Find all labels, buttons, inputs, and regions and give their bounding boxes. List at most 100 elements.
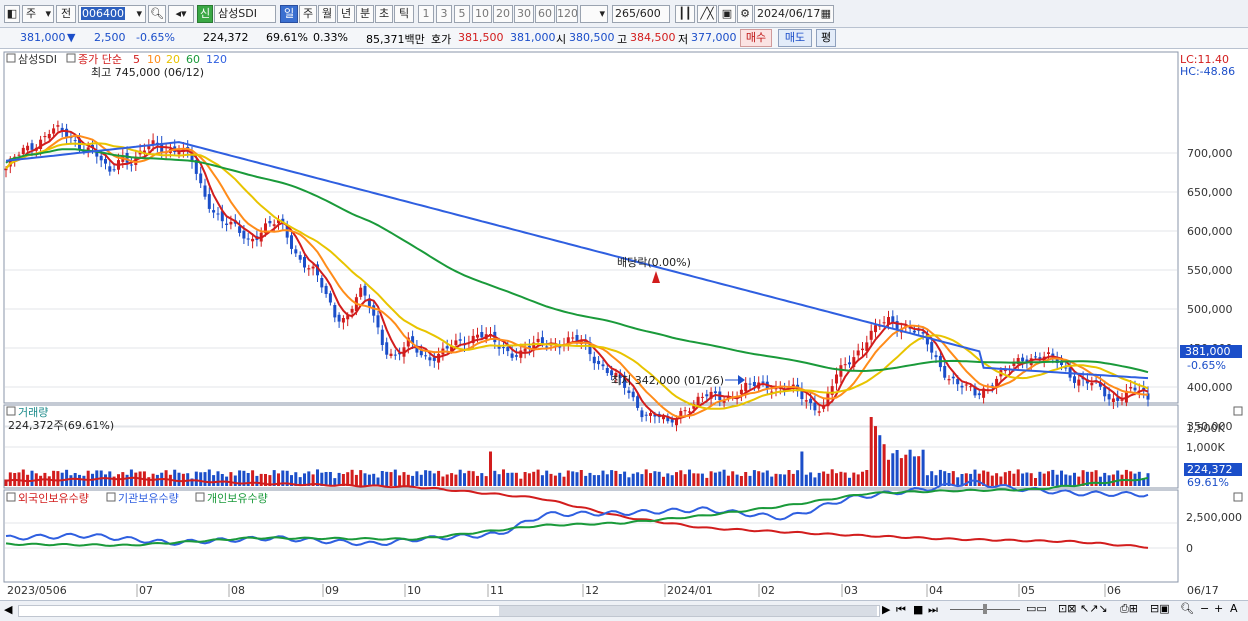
panel-menu-icon[interactable] [6,53,16,63]
volume-bar [540,475,544,486]
interval-3[interactable]: 3 [436,5,452,23]
candle-body [1116,397,1120,401]
candle-body [129,164,133,166]
period-week[interactable]: 주 [299,5,317,23]
trend-tools-icon[interactable]: ↖↗↘ [1080,602,1108,615]
candle-body [618,373,622,378]
chart-area[interactable]: 삼성SDI 종가 단순 5 10 20 60 120 LC:11.40 HC:-… [0,49,1248,600]
candle-body [748,383,752,385]
volume-bar [571,471,575,486]
period-second[interactable]: 초 [375,5,393,23]
volume-bar [956,477,960,486]
volume-ytick-1000k: 1,000K [1186,441,1225,454]
ma-prefix-label: 종가 단순 [78,53,122,66]
indiv-menu-icon[interactable] [195,492,205,502]
volume-bar [748,475,752,486]
zoom-slider-handle[interactable] [983,604,987,614]
candle-body [290,235,293,249]
volume-bar [177,472,181,486]
candle-body [977,393,981,396]
volume-panel-menu-icon[interactable] [6,406,16,416]
low-annotation: 최저 342,000 (01/26) [611,374,724,387]
period-minute[interactable]: 분 [356,5,374,23]
font-size-icon[interactable]: A [1230,602,1238,615]
volume-bar [363,473,367,486]
volume-bar [584,475,588,486]
zoom-icon[interactable]: 🔍︎ [1180,602,1194,615]
candle-body [627,390,631,393]
volume-bar [259,473,263,486]
gear-icon[interactable]: ⚙ [737,5,753,23]
volume-bar [238,470,242,486]
rewind-icon[interactable]: ⏮ [896,603,906,616]
holdings-panel-menu-icon[interactable] [6,492,16,502]
period-tick[interactable]: 틱 [394,5,414,23]
speaker-icon[interactable]: ◂▾ [168,5,194,23]
interval-120[interactable]: 120 [556,5,578,23]
fast-forward-icon[interactable]: ⏭ [928,603,938,616]
candle-body [1133,387,1137,391]
volume-bar [705,477,709,486]
window-menu-icon[interactable]: ◧ [4,5,20,23]
zoom-out-icon[interactable]: − [1200,602,1210,615]
inst-menu-icon[interactable] [106,492,116,502]
interval-5[interactable]: 5 [454,5,470,23]
period-day[interactable]: 일 [280,5,298,23]
date-field[interactable]: 2024/06/17 ▦ [754,5,834,23]
holdings-panel-close-icon[interactable] [1233,492,1243,502]
scroll-left-icon[interactable]: ◀ [4,603,13,616]
export-icon[interactable]: ⊟▣ [1150,602,1170,615]
scrollbar-track[interactable] [18,605,880,617]
volume-bar [977,473,981,486]
volume-bar [696,473,700,486]
sell-button[interactable]: 매도 [778,29,812,47]
search-icon[interactable]: 🔍︎ [148,5,166,23]
volume-bar [713,472,717,486]
interval-10[interactable]: 10 [472,5,492,23]
candle-body [951,376,955,379]
candle-body [527,345,531,349]
interval-30[interactable]: 30 [514,5,534,23]
scrollbar-thumb[interactable] [499,606,877,616]
evaluate-button[interactable]: 평 [816,29,836,47]
candle-body [700,396,704,398]
volume-bar [588,472,592,486]
candle-body [865,342,869,351]
market-type-value: 주 [26,7,37,20]
interval-60[interactable]: 60 [535,5,555,23]
scroll-right-icon[interactable]: ▶ [882,603,891,616]
volume-bar [17,472,21,486]
candle-body [631,391,635,398]
candle-body [99,155,103,161]
period-month[interactable]: 월 [318,5,336,23]
count-field[interactable]: 265/600 [612,5,670,23]
interval-20[interactable]: 20 [493,5,513,23]
buy-button[interactable]: 매수 [740,29,772,47]
interval-select[interactable]: ▾ [580,5,608,23]
credit-badge: 신 [197,5,213,23]
draw-tool-icon[interactable]: ╱╳ [697,5,717,23]
period-year[interactable]: 년 [337,5,355,23]
zoom-in-icon[interactable]: + [1214,602,1224,615]
volume-bar [190,478,194,486]
stock-code-input[interactable]: 006400 ▾ [78,5,146,23]
chart-tools-icon[interactable]: ⊡⊠ [1058,602,1077,615]
market-type-select[interactable]: 주 ▾ [22,5,54,23]
x-axis-label: 12 [585,584,599,597]
volume-bar [558,472,562,486]
print-icon[interactable]: ⎙⊞ [1120,602,1139,615]
layout-icon[interactable]: ▭▭ [1026,602,1047,615]
candle-body [268,221,272,224]
candle-body [363,285,367,296]
prev-button[interactable]: 전 [56,5,76,23]
candle-body [558,346,562,348]
volume-bar [887,459,890,486]
interval-1[interactable]: 1 [418,5,434,23]
volume-panel-close-icon[interactable] [1233,406,1243,416]
ma-menu-icon[interactable] [66,53,76,63]
save-icon[interactable]: ▣ [718,5,736,23]
x-axis-label: 07 [139,584,153,597]
stop-icon[interactable]: ■ [913,603,924,616]
candle-body [614,373,618,377]
candle-type-icon[interactable]: ┃┃ [675,5,695,23]
